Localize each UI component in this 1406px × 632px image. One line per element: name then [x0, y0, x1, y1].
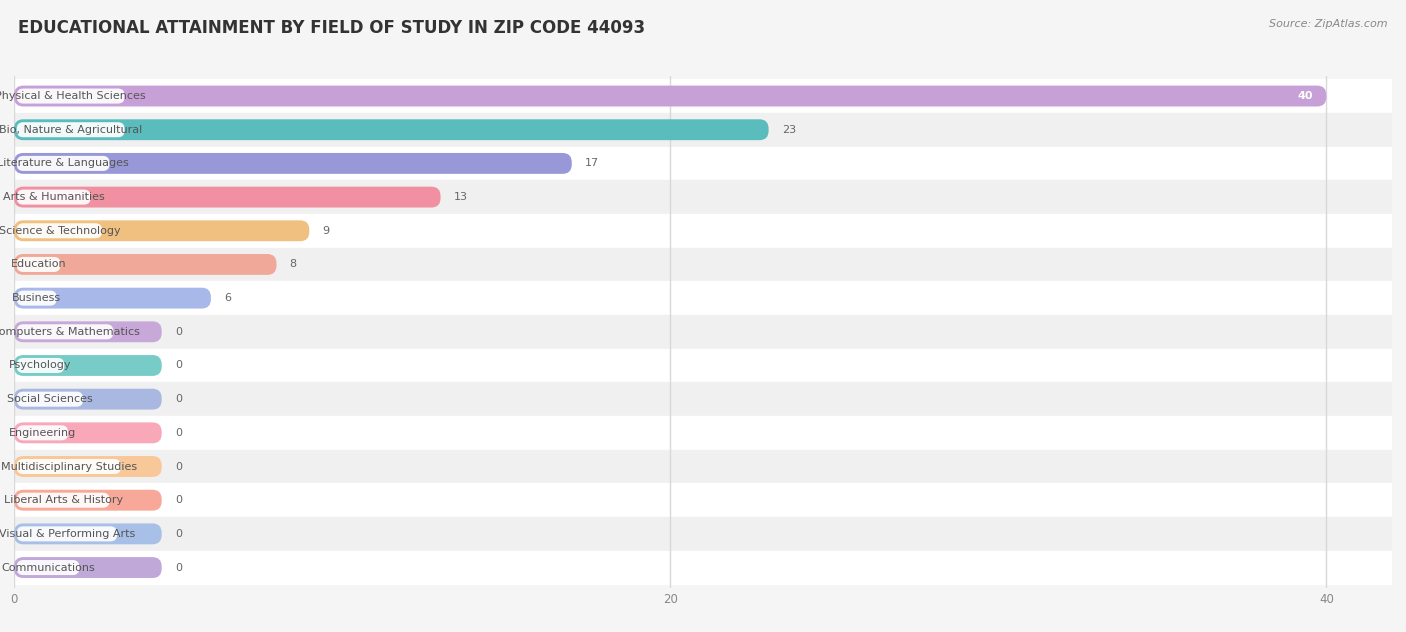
- Text: Liberal Arts & History: Liberal Arts & History: [4, 495, 122, 505]
- FancyBboxPatch shape: [14, 557, 162, 578]
- FancyBboxPatch shape: [14, 186, 440, 207]
- FancyBboxPatch shape: [14, 288, 211, 308]
- Text: Communications: Communications: [1, 562, 94, 573]
- Text: Business: Business: [13, 293, 62, 303]
- Text: 40: 40: [1298, 91, 1313, 101]
- FancyBboxPatch shape: [14, 490, 162, 511]
- Bar: [14, 550, 1392, 585]
- Bar: [14, 180, 1392, 214]
- Text: Physical & Health Sciences: Physical & Health Sciences: [0, 91, 146, 101]
- Text: Multidisciplinary Studies: Multidisciplinary Studies: [0, 461, 136, 471]
- FancyBboxPatch shape: [17, 324, 114, 339]
- Text: 8: 8: [290, 260, 297, 269]
- Text: 0: 0: [174, 394, 181, 404]
- Bar: [14, 214, 1392, 248]
- Text: Computers & Mathematics: Computers & Mathematics: [0, 327, 139, 337]
- Text: Literature & Languages: Literature & Languages: [0, 159, 129, 168]
- FancyBboxPatch shape: [14, 221, 309, 241]
- Text: Social Sciences: Social Sciences: [7, 394, 93, 404]
- Text: Source: ZipAtlas.com: Source: ZipAtlas.com: [1270, 19, 1388, 29]
- Text: EDUCATIONAL ATTAINMENT BY FIELD OF STUDY IN ZIP CODE 44093: EDUCATIONAL ATTAINMENT BY FIELD OF STUDY…: [18, 19, 645, 37]
- FancyBboxPatch shape: [14, 355, 162, 376]
- Bar: [14, 79, 1392, 113]
- Bar: [14, 483, 1392, 517]
- FancyBboxPatch shape: [14, 153, 572, 174]
- FancyBboxPatch shape: [17, 459, 121, 474]
- Text: 13: 13: [454, 192, 468, 202]
- Bar: [14, 113, 1392, 147]
- Text: Engineering: Engineering: [8, 428, 76, 438]
- FancyBboxPatch shape: [14, 422, 162, 443]
- FancyBboxPatch shape: [17, 122, 125, 137]
- Text: Education: Education: [11, 260, 66, 269]
- Bar: [14, 450, 1392, 483]
- Bar: [14, 517, 1392, 550]
- Bar: [14, 349, 1392, 382]
- Text: 23: 23: [782, 125, 796, 135]
- FancyBboxPatch shape: [17, 190, 90, 205]
- FancyBboxPatch shape: [14, 456, 162, 477]
- FancyBboxPatch shape: [17, 425, 67, 441]
- FancyBboxPatch shape: [17, 156, 110, 171]
- Bar: [14, 281, 1392, 315]
- FancyBboxPatch shape: [17, 560, 79, 575]
- Text: 0: 0: [174, 428, 181, 438]
- Text: 0: 0: [174, 461, 181, 471]
- Text: 6: 6: [224, 293, 231, 303]
- Bar: [14, 147, 1392, 180]
- Text: Psychology: Psychology: [10, 360, 72, 370]
- Text: 0: 0: [174, 529, 181, 539]
- Text: 0: 0: [174, 562, 181, 573]
- FancyBboxPatch shape: [14, 389, 162, 410]
- Bar: [14, 248, 1392, 281]
- Text: Bio, Nature & Agricultural: Bio, Nature & Agricultural: [0, 125, 142, 135]
- Text: 0: 0: [174, 495, 181, 505]
- FancyBboxPatch shape: [17, 223, 103, 238]
- Bar: [14, 416, 1392, 450]
- FancyBboxPatch shape: [17, 526, 117, 542]
- FancyBboxPatch shape: [17, 257, 60, 272]
- FancyBboxPatch shape: [14, 85, 1326, 106]
- Text: 17: 17: [585, 159, 599, 168]
- FancyBboxPatch shape: [17, 358, 65, 373]
- Text: 0: 0: [174, 360, 181, 370]
- Text: 9: 9: [322, 226, 329, 236]
- FancyBboxPatch shape: [17, 493, 110, 507]
- FancyBboxPatch shape: [17, 392, 83, 406]
- FancyBboxPatch shape: [17, 291, 56, 306]
- Bar: [14, 315, 1392, 349]
- Text: 0: 0: [174, 327, 181, 337]
- FancyBboxPatch shape: [14, 119, 769, 140]
- Bar: [14, 382, 1392, 416]
- FancyBboxPatch shape: [14, 321, 162, 343]
- Text: Science & Technology: Science & Technology: [0, 226, 120, 236]
- FancyBboxPatch shape: [14, 523, 162, 544]
- Text: Arts & Humanities: Arts & Humanities: [3, 192, 104, 202]
- Text: Visual & Performing Arts: Visual & Performing Arts: [0, 529, 135, 539]
- FancyBboxPatch shape: [17, 88, 125, 104]
- FancyBboxPatch shape: [14, 254, 277, 275]
